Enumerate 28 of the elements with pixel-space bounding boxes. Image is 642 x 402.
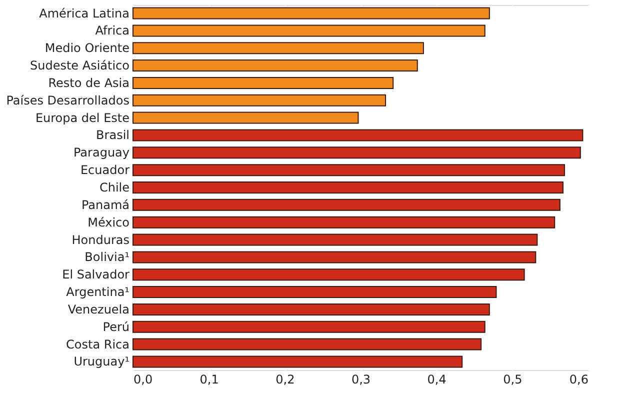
y-tick-label: Países Desarrollados — [6, 93, 130, 108]
y-tick-label: Perú — [102, 320, 130, 334]
y-tick-label: Venezuela — [68, 302, 130, 316]
y-tick-label: Panamá — [81, 198, 130, 212]
y-tick-label: Chile — [99, 180, 130, 194]
y-tick-label: Medio Oriente — [44, 41, 130, 56]
y-tick-label: Ecuador — [80, 163, 130, 178]
y-tick-label: El Salvador — [62, 268, 130, 282]
y-tick-label: Paraguay — [73, 146, 130, 160]
y-tick-label: Africa — [95, 24, 130, 38]
x-tick-label: 0,2 — [276, 372, 295, 386]
y-tick-label: México — [88, 215, 130, 230]
y-tick-label: Resto de Asia — [48, 76, 130, 90]
y-tick-label: Argentina¹ — [66, 285, 130, 300]
y-tick-label: Bolivia¹ — [84, 250, 130, 264]
y-tick-label: Honduras — [72, 232, 130, 247]
x-tick-label: 0,4 — [427, 372, 446, 386]
y-tick-label: Europa del Este — [35, 110, 130, 125]
y-tick-label: América Latina — [39, 6, 130, 20]
y-tick-label: Brasil — [96, 128, 130, 142]
x-tick-label: 0,5 — [503, 372, 522, 386]
y-tick-label: Costa Rica — [66, 337, 130, 352]
y-tick-label: Uruguay¹ — [74, 354, 130, 369]
x-tick-label: 0,6 — [569, 372, 588, 386]
y-tick-label: Sudeste Asiático — [30, 58, 130, 73]
x-tick-label: 0,1 — [200, 372, 219, 386]
x-tick-label: 0,0 — [134, 372, 153, 386]
x-tick-label: 0,3 — [351, 372, 371, 386]
